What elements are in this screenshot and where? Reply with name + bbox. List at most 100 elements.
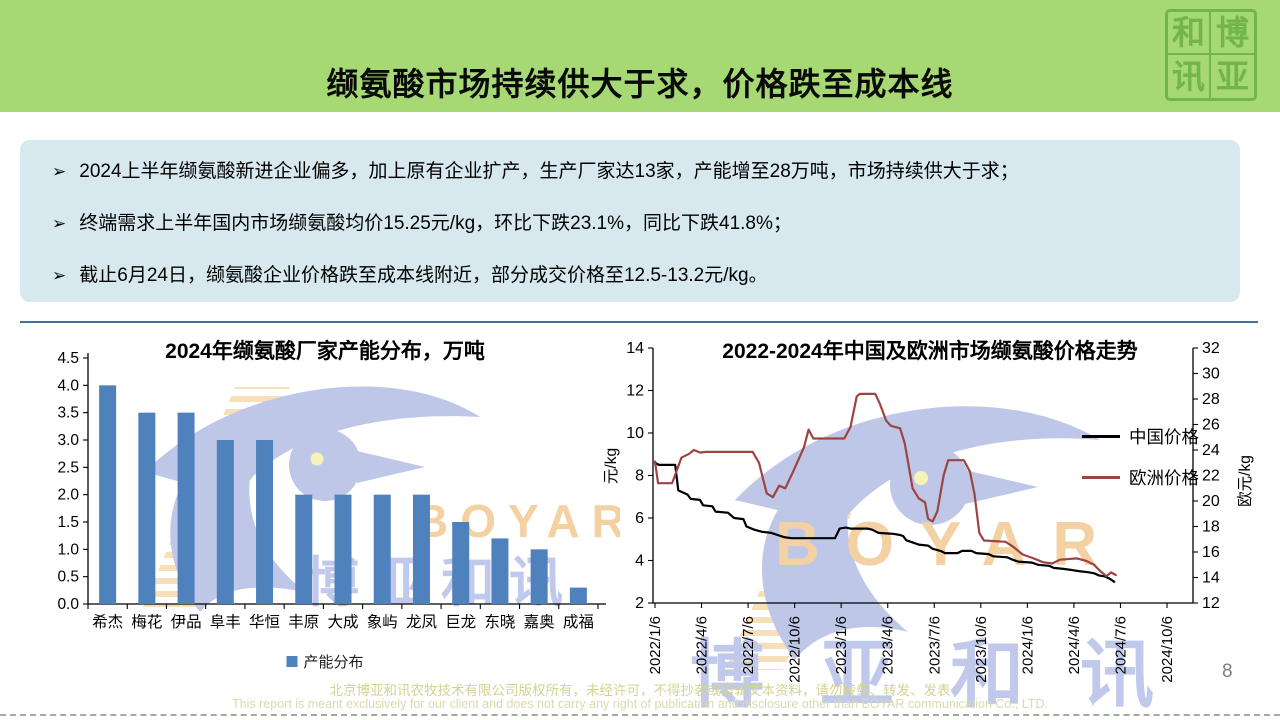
footer-copyright-cn: 北京博亚和讯农牧技术有限公司版权所有，未经许可，不得抄袭或剪辑文本资料，请勿转载… <box>329 683 951 698</box>
bullet-arrow-icon: ➢ <box>52 266 67 285</box>
right-y-tick-label: 22 <box>1202 468 1220 485</box>
bar-chart-title: 2024年缬氨酸厂家产能分布，万吨 <box>165 340 485 363</box>
bar-丰原 <box>295 494 313 604</box>
x-category-label: 龙凤 <box>406 613 437 631</box>
right-y-tick-label: 14 <box>1202 570 1220 587</box>
left-y-tick-label: 14 <box>626 340 644 357</box>
capacity-bar-chart: BOYAR 博亚和讯 2024年缬氨酸厂家产能分布，万吨 0.0 0.5 1.0 1.… <box>30 332 620 678</box>
bird-eye-dot <box>310 452 324 466</box>
x-tick-label: 2023/1/6 <box>833 616 850 674</box>
x-category-label: 希杰 <box>92 613 123 631</box>
bar-legend: 产能分布 <box>286 651 364 672</box>
x-tick-label: 2023/7/6 <box>926 616 943 674</box>
right-axis-title: 欧元/kg <box>1237 455 1254 507</box>
bar-象屿 <box>373 494 391 604</box>
bottom-dashed-line <box>0 714 1280 716</box>
x-category-label: 东晓 <box>484 613 515 631</box>
summary-box: ➢ 2024上半年缬氨酸新进企业偏多，加上原有企业扩产，生产厂家达13家，产能增… <box>20 140 1240 302</box>
y-tick-label: 3.0 <box>57 432 79 449</box>
europe-line-sample <box>1082 476 1120 479</box>
x-tick-label: 2024/10/6 <box>1159 616 1176 683</box>
x-category-label: 伊品 <box>171 613 202 631</box>
bar-巨龙 <box>452 522 470 604</box>
footer-copyright-en: This report is meant exclusively for our… <box>232 697 1048 711</box>
right-y-tick-label: 24 <box>1202 442 1220 459</box>
bullet-text: 截止6月24日，缬氨酸企业价格跌至成本线附近，部分成交价格至12.5-13.2元… <box>79 265 768 286</box>
y-tick-label: 0.5 <box>57 569 79 586</box>
x-tick-label: 2022/10/6 <box>787 616 804 683</box>
y-tick-label: 3.5 <box>57 405 79 422</box>
x-category-label: 象屿 <box>367 613 398 631</box>
left-y-tick-label: 10 <box>626 425 644 442</box>
bullet-text: 终端需求上半年国内市场缬氨酸均价15.25元/kg，环比下跌23.1%，同比下跌… <box>79 213 792 234</box>
bar-华恒 <box>256 440 274 604</box>
seal-char: 讯 <box>1168 55 1211 98</box>
legend-label: 欧洲价格 <box>1129 468 1199 488</box>
right-y-tick-label: 12 <box>1202 595 1220 612</box>
x-tick-label: 2023/10/6 <box>973 616 990 683</box>
x-tick-label: 2024/7/6 <box>1112 616 1129 674</box>
x-tick-label: 2023/4/6 <box>880 616 897 674</box>
bird-eye-dot <box>914 471 928 485</box>
watermark-boyar-text: BOYAR <box>775 510 1123 579</box>
bar-伊品 <box>177 412 195 604</box>
x-category-label: 丰原 <box>288 613 319 631</box>
page-title: 缬氨酸市场持续供大于求，价格跌至成本线 <box>326 66 954 103</box>
x-tick-label: 2022/1/6 <box>647 616 664 674</box>
page-number: 8 <box>1222 661 1233 682</box>
bird-icon <box>735 406 1100 660</box>
left-axis-title: 元/kg <box>603 447 620 485</box>
left-y-tick-label: 8 <box>635 468 644 485</box>
boyar-seal-logo: 和 博 讯 亚 <box>1165 9 1257 101</box>
left-y-tick-label: 12 <box>626 383 644 400</box>
legend-swatch <box>286 656 298 667</box>
header-band <box>0 0 1280 112</box>
seal-char: 和 <box>1168 12 1211 55</box>
right-y-tick-label: 32 <box>1202 340 1220 357</box>
bar-龙凤 <box>412 494 430 604</box>
x-tick-label: 2022/7/6 <box>740 616 757 674</box>
y-tick-label: 2.0 <box>57 487 79 504</box>
right-y-tick-label: 20 <box>1202 493 1220 510</box>
bullet-arrow-icon: ➢ <box>52 214 67 233</box>
china-line-sample <box>1082 435 1120 438</box>
line-legend: 中国价格 欧洲价格 <box>1082 424 1199 490</box>
bullet-arrow-icon: ➢ <box>52 162 67 181</box>
bar-希杰 <box>99 385 117 604</box>
y-tick-label: 4.5 <box>57 350 79 367</box>
right-y-tick-label: 18 <box>1202 519 1220 536</box>
y-tick-label: 2.5 <box>57 459 79 476</box>
bar-嘉奥 <box>530 549 548 604</box>
bullet-item: ➢ 2024上半年缬氨酸新进企业偏多，加上原有企业扩产，生产厂家达13家，产能增… <box>52 161 1210 183</box>
legend-item-europe: 欧洲价格 <box>1082 465 1199 490</box>
legend-label: 产能分布 <box>303 654 364 671</box>
series-line-欧洲价格 <box>653 392 1117 578</box>
section-divider-line <box>20 321 1258 323</box>
x-category-label: 阜丰 <box>210 613 241 631</box>
left-y-tick-label: 4 <box>635 553 644 570</box>
x-category-label: 华恒 <box>249 613 280 631</box>
right-y-tick-label: 28 <box>1202 391 1220 408</box>
seal-char: 博 <box>1211 12 1254 55</box>
left-y-tick-label: 6 <box>635 510 644 527</box>
left-y-tick-label: 2 <box>635 595 644 612</box>
y-tick-label: 1.5 <box>57 514 79 531</box>
bar-梅花 <box>138 412 156 604</box>
y-tick-label: 0.0 <box>57 596 79 613</box>
y-tick-label: 1.0 <box>57 541 79 558</box>
line-chart-title: 2022-2024年中国及欧洲市场缬氨酸价格走势 <box>722 340 1138 363</box>
seal-char: 亚 <box>1216 58 1249 95</box>
watermark-cn-text: 博亚和讯 <box>690 633 1210 716</box>
bullet-text: 2024上半年缬氨酸新进企业偏多，加上原有企业扩产，生产厂家达13家，产能增至2… <box>79 161 1019 182</box>
bullet-item: ➢ 截止6月24日，缬氨酸企业价格跌至成本线附近，部分成交价格至12.5-13.… <box>52 265 1210 287</box>
right-y-tick-label: 26 <box>1202 417 1220 434</box>
boyar-watermark: BOYAR 博亚和讯 <box>690 406 1210 716</box>
x-tick-label: 2022/4/6 <box>694 616 711 674</box>
bar-阜丰 <box>216 440 234 604</box>
x-category-label: 大成 <box>327 613 358 631</box>
x-tick-label: 2024/1/6 <box>1019 616 1036 674</box>
right-y-tick-label: 16 <box>1202 544 1220 561</box>
bullet-item: ➢ 终端需求上半年国内市场缬氨酸均价15.25元/kg，环比下跌23.1%，同比… <box>52 213 1210 235</box>
